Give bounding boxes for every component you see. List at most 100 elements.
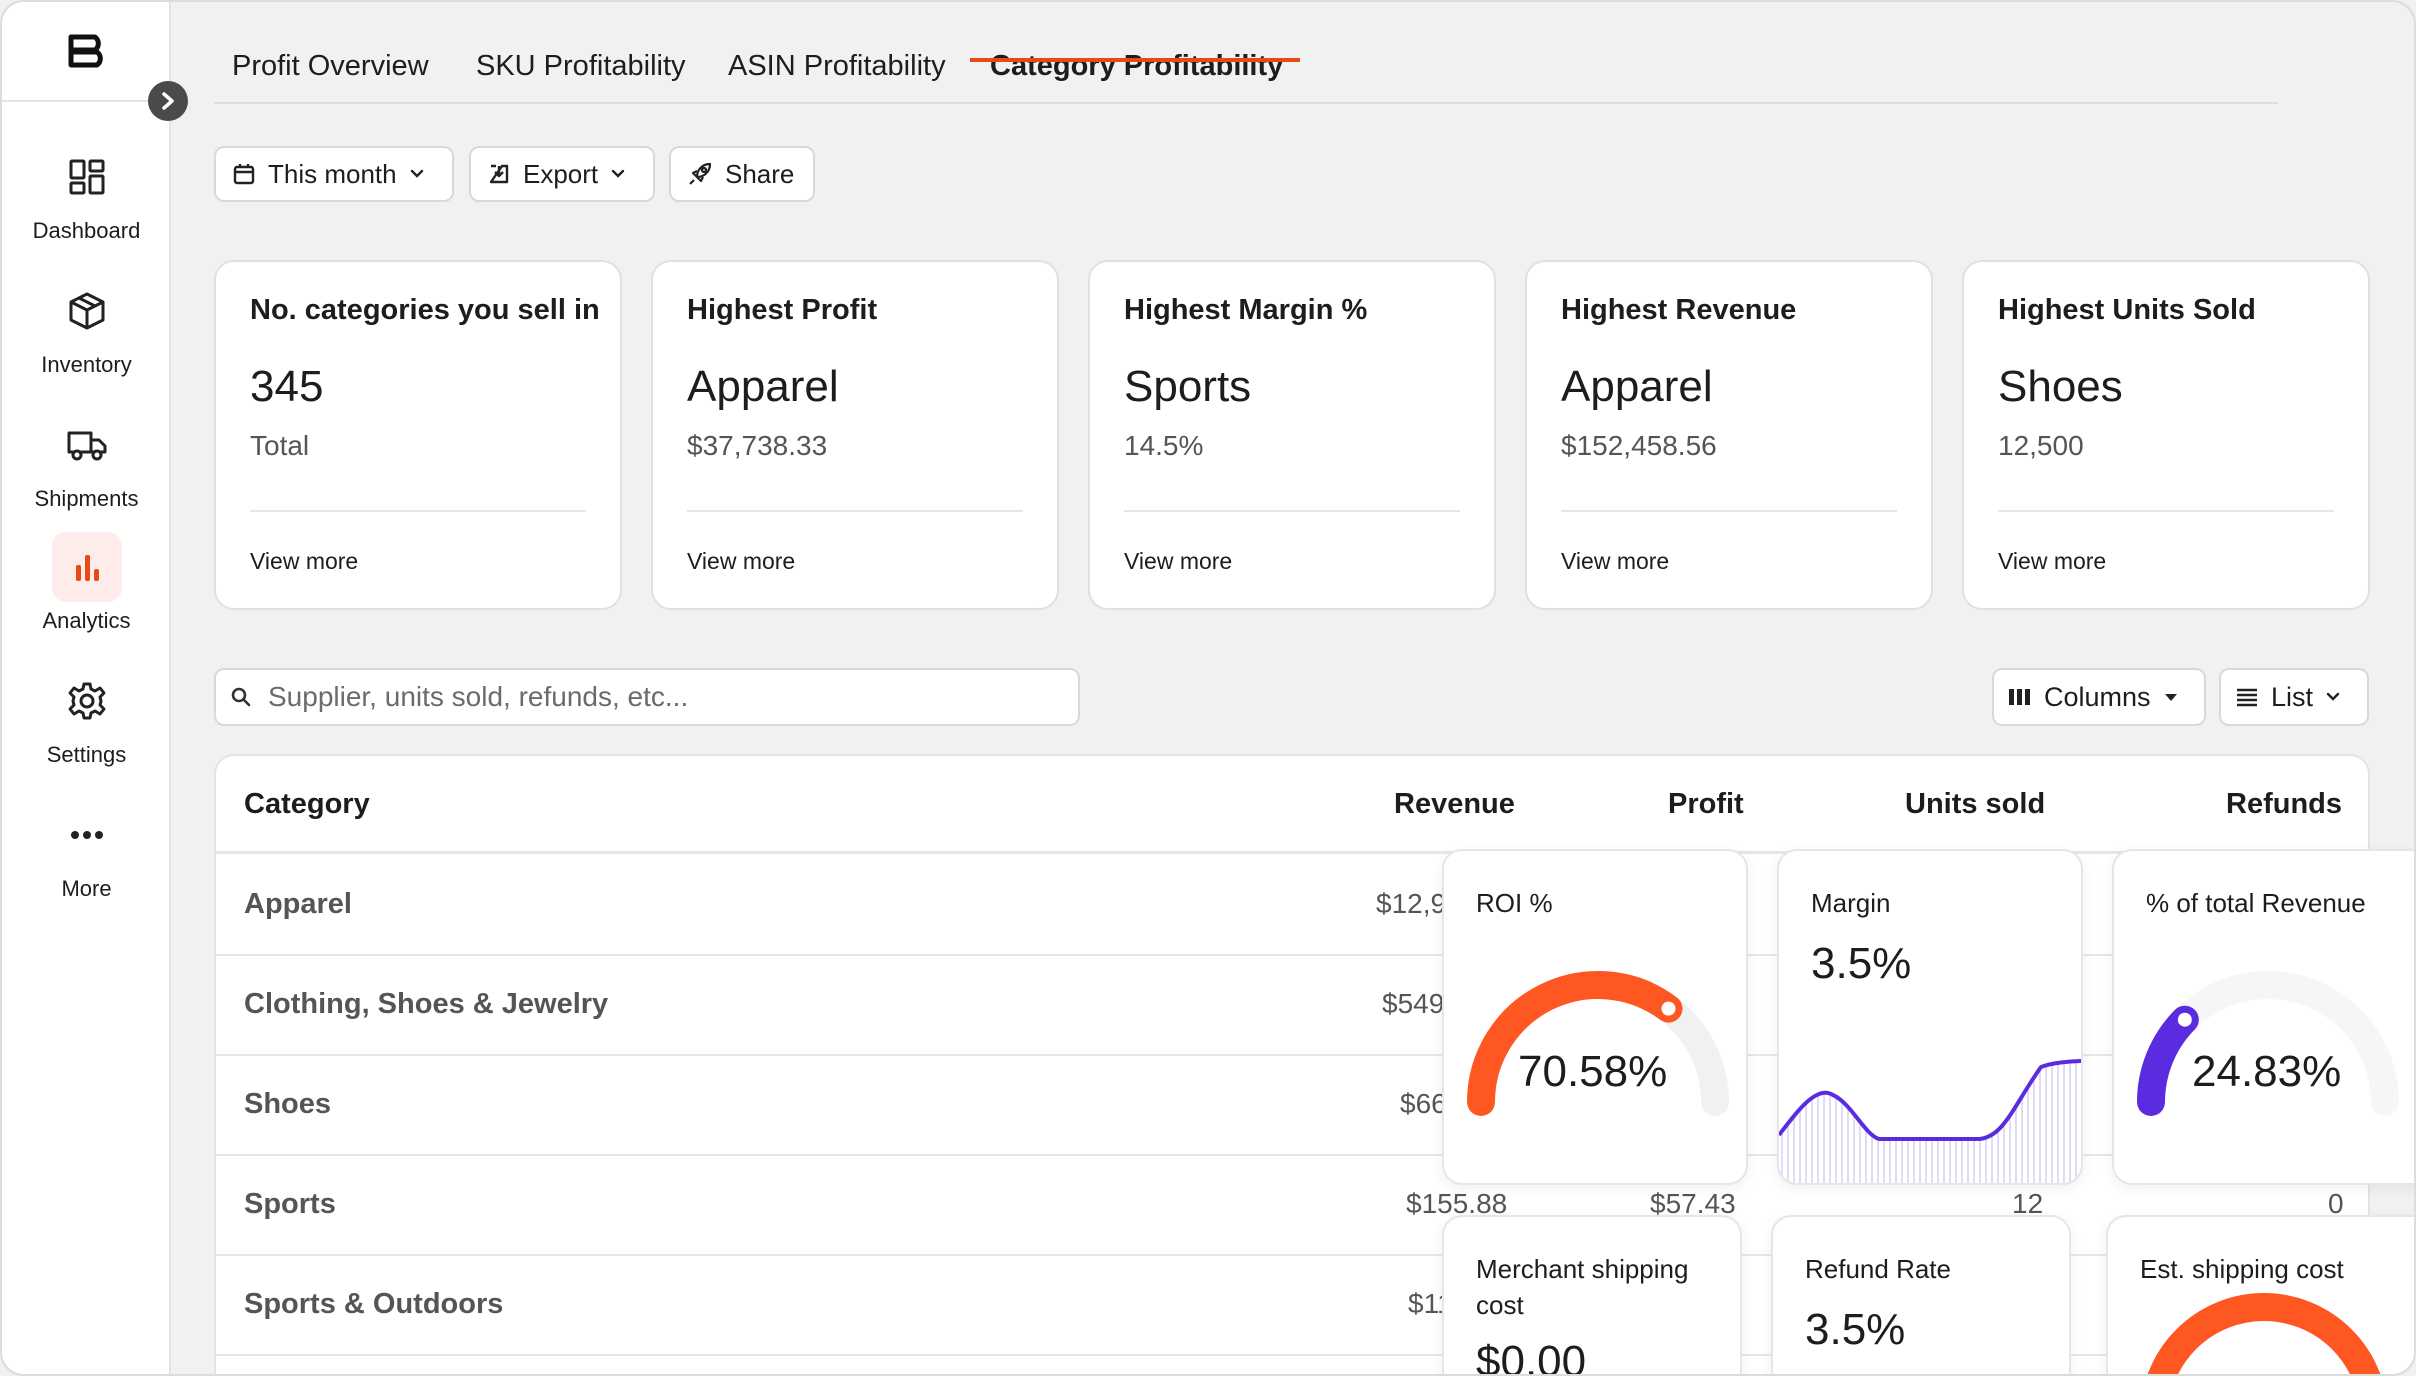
card-value: Apparel xyxy=(687,362,839,411)
cell-category: Clothing, Shoes & Jewelry xyxy=(244,988,609,1020)
date-range-button[interactable]: This month xyxy=(214,146,454,202)
brand-logo[interactable] xyxy=(2,2,171,102)
roi-gauge xyxy=(1467,971,1729,1116)
export-label: Export xyxy=(523,158,599,189)
export-button[interactable]: Export xyxy=(469,146,655,202)
sidebar-item-label: Dashboard xyxy=(32,218,141,243)
sidebar-item-more[interactable]: More xyxy=(2,800,171,902)
margin-sparkline xyxy=(1779,1059,2081,1183)
table-row[interactable]: Shoes $66 xyxy=(216,1056,2368,1156)
active-tab-indicator xyxy=(970,58,1300,62)
rocket-icon xyxy=(689,162,712,185)
sidebar-item-dashboard[interactable]: Dashboard xyxy=(2,142,171,244)
summary-card-highest-margin: Highest Margin % Sports 14.5% View more xyxy=(1088,260,1496,610)
roi-value: 70.58% xyxy=(1518,1047,1668,1096)
sidebar-toggle-button[interactable] xyxy=(148,81,188,121)
dashboard-icon xyxy=(52,142,122,212)
view-more-link[interactable]: View more xyxy=(1998,548,2107,574)
caret-down-icon xyxy=(2164,694,2177,701)
column-header-profit[interactable]: Profit xyxy=(1668,788,1744,820)
tab-sku-profitability[interactable]: SKU Profitability xyxy=(476,50,686,82)
gear-icon xyxy=(52,666,122,736)
card-value: Shoes xyxy=(1998,362,2123,411)
share-label: Share xyxy=(725,158,795,189)
date-range-label: This month xyxy=(268,158,397,189)
tab-asin-profitability[interactable]: ASIN Profitability xyxy=(728,50,946,82)
card-title: Highest Profit xyxy=(687,294,878,326)
sparkline-line xyxy=(1779,1059,2081,1141)
column-header-units-sold[interactable]: Units sold xyxy=(1905,788,2046,820)
sidebar-item-label: More xyxy=(61,876,112,901)
summary-card-highest-profit: Highest Profit Apparel $37,738.33 View m… xyxy=(651,260,1059,610)
widget-title: Est. shipping cost xyxy=(2140,1254,2344,1284)
column-header-category[interactable]: Category xyxy=(244,788,370,820)
revenue-share-gauge-fill xyxy=(2137,1005,2199,1116)
table-row[interactable]: Sports $155.88 $57.43 12 0 xyxy=(216,1156,2368,1256)
refund-rate-value: 3.5% xyxy=(1805,1305,1906,1354)
sidebar-item-inventory[interactable]: Inventory xyxy=(2,276,171,378)
merchant-shipping-value: $0.00 xyxy=(1476,1337,1587,1376)
view-more-link[interactable]: View more xyxy=(1561,548,1670,574)
sidebar-item-settings[interactable]: Settings xyxy=(2,666,171,768)
card-title: No. categories you sell in xyxy=(250,294,600,326)
margin-widget[interactable]: Margin 3.5% xyxy=(1777,849,2083,1185)
table-header: Category Revenue Profit Units sold Refun… xyxy=(216,756,2368,854)
cell-category: Apparel xyxy=(244,888,352,920)
card-subtext: $152,458.56 xyxy=(1561,430,1717,461)
sidebar-item-shipments[interactable]: Shipments xyxy=(2,410,171,512)
columns-button[interactable]: Columns xyxy=(1992,668,2206,726)
chevron-down-icon xyxy=(2326,692,2340,701)
cell-category: Sports & Outdoors xyxy=(244,1288,504,1320)
card-subtext: 12,500 xyxy=(1998,430,2084,461)
columns-icon xyxy=(2009,689,2030,705)
view-more-link[interactable]: View more xyxy=(250,548,359,574)
view-more-link[interactable]: View more xyxy=(1124,548,1233,574)
widget-title: % of total Revenue xyxy=(2146,888,2366,918)
cell-refunds: 0 xyxy=(2328,1188,2344,1219)
search-input[interactable] xyxy=(268,681,1048,713)
merchant-shipping-widget[interactable]: Merchant shipping cost $0.00 xyxy=(1442,1215,1742,1376)
column-header-revenue[interactable]: Revenue xyxy=(1394,788,1515,820)
tab-category-profitability[interactable]: Category Profitability xyxy=(990,50,1284,82)
cell-revenue: $12,9 xyxy=(1376,888,1447,919)
revenue-share-gauge-knob xyxy=(2177,1012,2192,1027)
tab-profit-overview[interactable]: Profit Overview xyxy=(232,50,429,82)
sidebar-item-label: Analytics xyxy=(42,608,131,633)
cell-units-sold: 12 xyxy=(2012,1188,2044,1219)
sparkline-area xyxy=(1779,1061,2081,1183)
refund-rate-widget[interactable]: Refund Rate 3.5% xyxy=(1771,1215,2071,1374)
card-subtext: $37,738.33 xyxy=(687,430,828,461)
cell-profit: $57.43 xyxy=(1650,1188,1736,1219)
sidebar-item-analytics[interactable]: Analytics xyxy=(2,532,171,634)
card-subtext: Total xyxy=(250,430,310,461)
cell-category: Shoes xyxy=(244,1088,332,1120)
sidebar-item-label: Shipments xyxy=(34,486,139,511)
share-button[interactable]: Share xyxy=(669,146,815,202)
revenue-share-widget[interactable]: % of total Revenue 24.83% xyxy=(2112,849,2414,1185)
card-divider xyxy=(1561,510,1897,512)
roi-widget[interactable]: ROI % 70.58% xyxy=(1442,849,1748,1185)
ellipsis-icon xyxy=(52,800,122,870)
tab-bar: Profit Overview SKU Profitability ASIN P… xyxy=(214,42,2278,104)
list-view-button[interactable]: List xyxy=(2219,668,2369,726)
roi-gauge-knob xyxy=(1661,1001,1676,1016)
list-icon xyxy=(2237,688,2257,707)
table-row[interactable]: Apparel $12,9 xyxy=(216,856,2368,956)
column-header-refunds[interactable]: Refunds xyxy=(2226,788,2342,820)
cell-revenue: $549 xyxy=(1382,988,1445,1019)
box-icon xyxy=(52,276,122,346)
chevron-down-icon xyxy=(410,169,423,178)
card-value: 345 xyxy=(250,362,324,411)
summary-card-categories: No. categories you sell in 345 Total Vie… xyxy=(214,260,622,610)
card-title: Highest Revenue xyxy=(1561,294,1797,326)
chevron-right-icon xyxy=(162,92,174,110)
calendar-icon xyxy=(233,164,255,185)
widget-title: ROI % xyxy=(1476,888,1553,918)
card-value: Apparel xyxy=(1561,362,1713,411)
est-shipping-widget[interactable]: Est. shipping cost xyxy=(2106,1215,2414,1374)
summary-card-highest-revenue: Highest Revenue Apparel $152,458.56 View… xyxy=(1525,260,1933,610)
table-row[interactable]: Clothing, Shoes & Jewelry $549 xyxy=(216,956,2368,1056)
view-more-link[interactable]: View more xyxy=(687,548,796,574)
cell-category: Sports xyxy=(244,1188,336,1220)
